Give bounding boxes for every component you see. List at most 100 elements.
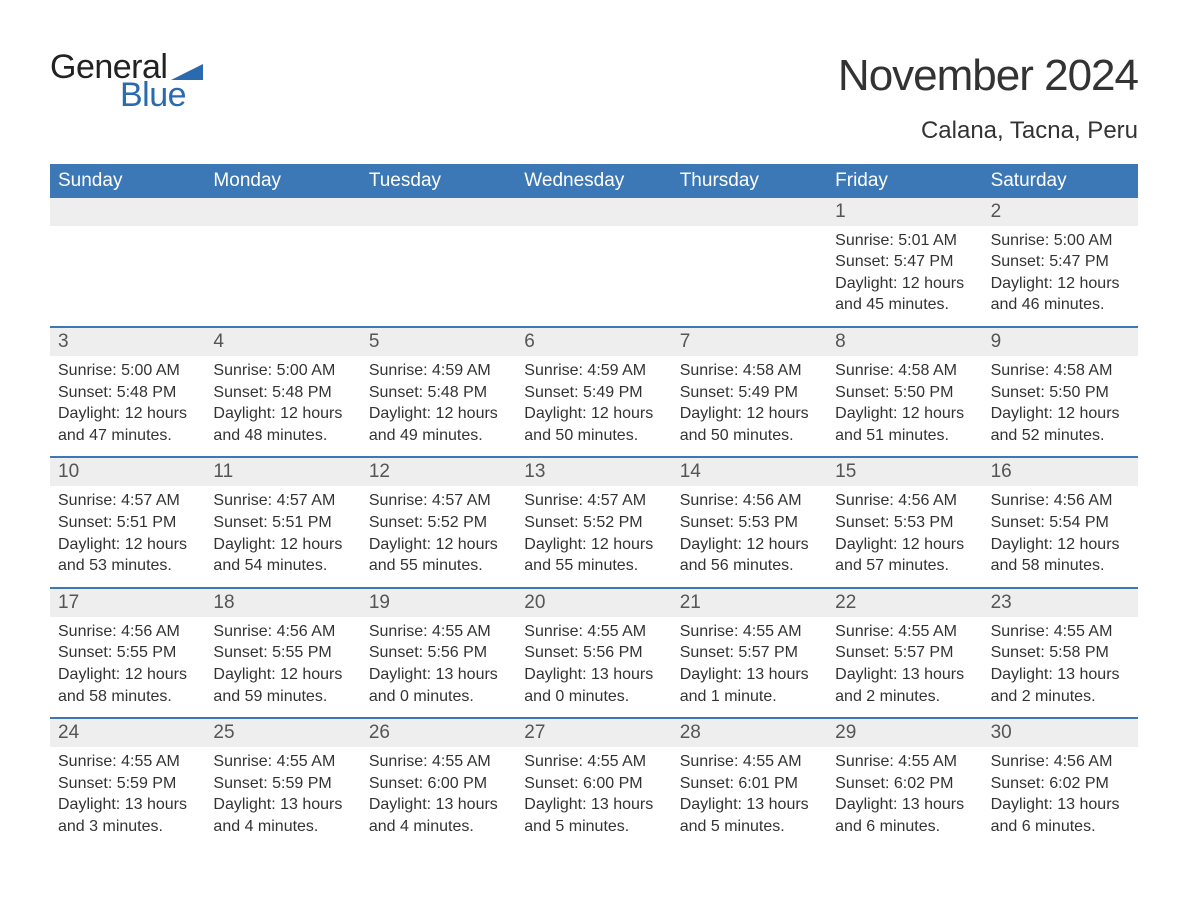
day-cell: Sunrise: 4:55 AMSunset: 5:59 PMDaylight:… xyxy=(50,747,205,847)
sunrise-text: Sunrise: 4:55 AM xyxy=(835,621,974,643)
daylight-text: Daylight: 12 hours and 51 minutes. xyxy=(835,403,974,446)
day-number: 2 xyxy=(983,198,1138,226)
sunrise-text: Sunrise: 4:55 AM xyxy=(524,751,663,773)
day-cell: Sunrise: 4:56 AMSunset: 5:53 PMDaylight:… xyxy=(672,486,827,586)
sunset-text: Sunset: 5:59 PM xyxy=(58,773,197,795)
day-cell: Sunrise: 4:58 AMSunset: 5:49 PMDaylight:… xyxy=(672,356,827,456)
day-cell: Sunrise: 4:55 AMSunset: 5:56 PMDaylight:… xyxy=(361,617,516,717)
day-cell xyxy=(672,226,827,326)
day-number: 6 xyxy=(516,328,671,356)
day-number: 11 xyxy=(205,458,360,486)
day-cell: Sunrise: 4:55 AMSunset: 5:56 PMDaylight:… xyxy=(516,617,671,717)
day-number: 29 xyxy=(827,719,982,747)
day-number: 12 xyxy=(361,458,516,486)
day-header: Thursday xyxy=(672,164,827,198)
sunrise-text: Sunrise: 5:01 AM xyxy=(835,230,974,252)
sunset-text: Sunset: 6:00 PM xyxy=(524,773,663,795)
sunset-text: Sunset: 5:56 PM xyxy=(524,642,663,664)
daylight-text: Daylight: 12 hours and 55 minutes. xyxy=(369,534,508,577)
daylight-text: Daylight: 13 hours and 6 minutes. xyxy=(835,794,974,837)
day-cell xyxy=(205,226,360,326)
daylight-text: Daylight: 13 hours and 0 minutes. xyxy=(369,664,508,707)
day-cell xyxy=(516,226,671,326)
sunset-text: Sunset: 5:53 PM xyxy=(835,512,974,534)
sunrise-text: Sunrise: 4:55 AM xyxy=(213,751,352,773)
week: 3456789Sunrise: 5:00 AMSunset: 5:48 PMDa… xyxy=(50,326,1138,456)
day-header: Sunday xyxy=(50,164,205,198)
sunset-text: Sunset: 5:48 PM xyxy=(213,382,352,404)
daylight-text: Daylight: 12 hours and 48 minutes. xyxy=(213,403,352,446)
day-number: 5 xyxy=(361,328,516,356)
daylight-text: Daylight: 13 hours and 3 minutes. xyxy=(58,794,197,837)
day-cell: Sunrise: 4:55 AMSunset: 6:00 PMDaylight:… xyxy=(516,747,671,847)
day-cell: Sunrise: 4:58 AMSunset: 5:50 PMDaylight:… xyxy=(983,356,1138,456)
day-cell xyxy=(361,226,516,326)
daylight-text: Daylight: 12 hours and 59 minutes. xyxy=(213,664,352,707)
day-number-row: 3456789 xyxy=(50,326,1138,356)
day-cell: Sunrise: 4:56 AMSunset: 5:53 PMDaylight:… xyxy=(827,486,982,586)
daylight-text: Daylight: 12 hours and 58 minutes. xyxy=(58,664,197,707)
day-number: 18 xyxy=(205,589,360,617)
day-body-row: Sunrise: 4:57 AM Sunset: 5:51 PM Daylight:… xyxy=(50,486,1138,586)
daylight-text: Daylight: 12 hours and 57 minutes. xyxy=(835,534,974,577)
day-cell: Sunrise: 4:57 AMSunset: 5:51 PMDaylight:… xyxy=(205,486,360,586)
sunrise-text: Sunrise: 4:57 AM xyxy=(369,490,508,512)
daylight-text: Daylight: 12 hours and 52 minutes. xyxy=(991,403,1130,446)
day-number: 27 xyxy=(516,719,671,747)
day-cell: Sunrise: 4:55 AMSunset: 6:01 PMDaylight:… xyxy=(672,747,827,847)
sunrise-text: Sunrise: 4:58 AM xyxy=(835,360,974,382)
day-cell: Sunrise: 4:57 AMSunset: 5:52 PMDaylight:… xyxy=(361,486,516,586)
daylight-text: Daylight: 12 hours and 54 minutes. xyxy=(213,534,352,577)
sunset-text: Sunset: 5:47 PM xyxy=(991,251,1130,273)
sunset-text: Sunset: 5:58 PM xyxy=(991,642,1130,664)
day-number-row: 12 xyxy=(50,198,1138,226)
daylight-text: Daylight: 13 hours and 4 minutes. xyxy=(213,794,352,837)
sunrise-text: Sunrise: 4:55 AM xyxy=(369,751,508,773)
sunrise-text: Sunrise: 4:59 AM xyxy=(524,360,663,382)
day-number: 15 xyxy=(827,458,982,486)
daylight-text: Daylight: 12 hours and 46 minutes. xyxy=(991,273,1130,316)
logo: General Blue xyxy=(50,50,203,112)
day-cell: Sunrise: 4:57 AMSunset: 5:51 PMDaylight:… xyxy=(50,486,205,586)
sunrise-text: Sunrise: 4:56 AM xyxy=(58,621,197,643)
sunset-text: Sunset: 5:52 PM xyxy=(369,512,508,534)
day-number: 4 xyxy=(205,328,360,356)
sunset-text: Sunset: 5:55 PM xyxy=(213,642,352,664)
week: 17181920212223Sunrise: 4:56 AMSunset: 5:… xyxy=(50,587,1138,717)
day-number: 3 xyxy=(50,328,205,356)
day-number: 21 xyxy=(672,589,827,617)
sunrise-text: Sunrise: 4:55 AM xyxy=(58,751,197,773)
sunset-text: Sunset: 5:51 PM xyxy=(58,512,197,534)
daylight-text: Daylight: 12 hours and 49 minutes. xyxy=(369,403,508,446)
calendar-page: General Blue November 2024 Calana, Tacna… xyxy=(0,0,1188,887)
weeks-container: 12Sunrise: 5:01 AMSunset: 5:47 PMDayligh… xyxy=(50,198,1138,848)
day-number: 23 xyxy=(983,589,1138,617)
sunset-text: Sunset: 5:48 PM xyxy=(58,382,197,404)
sunrise-text: Sunrise: 4:55 AM xyxy=(524,621,663,643)
day-header: Wednesday xyxy=(516,164,671,198)
sunset-text: Sunset: 5:54 PM xyxy=(991,512,1130,534)
day-cell: Sunrise: 4:55 AMSunset: 6:02 PMDaylight:… xyxy=(827,747,982,847)
day-cell: Sunrise: 4:55 AMSunset: 5:59 PMDaylight:… xyxy=(205,747,360,847)
daylight-text: Daylight: 12 hours and 50 minutes. xyxy=(524,403,663,446)
sunset-text: Sunset: 5:48 PM xyxy=(369,382,508,404)
sunrise-text: Sunrise: 4:55 AM xyxy=(680,621,819,643)
day-number: 16 xyxy=(983,458,1138,486)
sunset-text: Sunset: 5:52 PM xyxy=(524,512,663,534)
daylight-text: Daylight: 13 hours and 0 minutes. xyxy=(524,664,663,707)
sunset-text: Sunset: 5:49 PM xyxy=(680,382,819,404)
daylight-text: Daylight: 12 hours and 55 minutes. xyxy=(524,534,663,577)
day-number: 13 xyxy=(516,458,671,486)
day-number-row: 24252627282930 xyxy=(50,717,1138,747)
location-subtitle: Calana, Tacna, Peru xyxy=(838,117,1138,146)
sunset-text: Sunset: 5:50 PM xyxy=(991,382,1130,404)
sunrise-text: Sunrise: 4:59 AM xyxy=(369,360,508,382)
day-number: 8 xyxy=(827,328,982,356)
day-header-row: Sunday Monday Tuesday Wednesday Thursday… xyxy=(50,164,1138,198)
daylight-text: Daylight: 12 hours and 58 minutes. xyxy=(991,534,1130,577)
sunrise-text: Sunrise: 5:00 AM xyxy=(213,360,352,382)
week: 10111213141516Sunrise: 4:57 AMSunset: 5:… xyxy=(50,456,1138,586)
daylight-text: Daylight: 12 hours and 50 minutes. xyxy=(680,403,819,446)
sunset-text: Sunset: 5:50 PM xyxy=(835,382,974,404)
sunset-text: Sunset: 5:53 PM xyxy=(680,512,819,534)
